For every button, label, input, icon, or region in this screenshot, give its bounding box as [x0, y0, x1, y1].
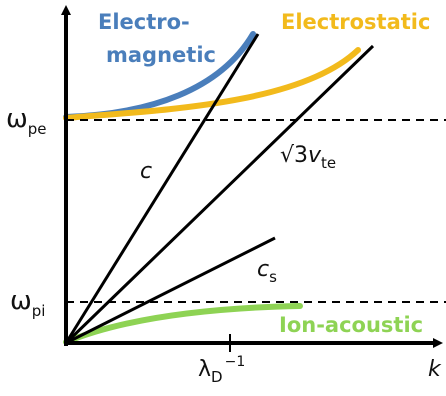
c-label: c	[140, 159, 152, 184]
sound-speed-line	[65, 236, 276, 345]
light-speed-line	[64, 33, 260, 344]
omega-pi-label: ωpi	[10, 286, 45, 320]
electromagnetic-label-line1: Electro-	[98, 10, 190, 34]
debye-inverse-label: λD−1	[198, 354, 245, 386]
k-axis-label: k	[428, 357, 442, 382]
electrostatic-label: Electrostatic	[281, 10, 430, 34]
thermal-speed-line	[64, 44, 375, 345]
ion-acoustic-label: Ion-acoustic	[279, 313, 423, 337]
sound-speed-label: cs	[257, 257, 277, 286]
electrostatic-branch	[63, 47, 361, 121]
omega-pe-label: ωpe	[6, 104, 47, 138]
electromagnetic-label-line2: magnetic	[106, 43, 216, 67]
thermal-speed-label: √3vte	[280, 143, 336, 172]
ion-acoustic-branch	[63, 303, 303, 345]
